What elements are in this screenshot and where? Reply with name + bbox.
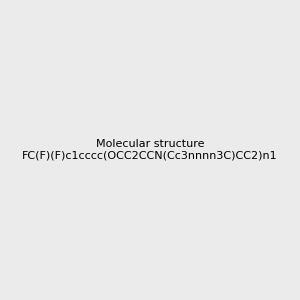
- Text: Molecular structure
FC(F)(F)c1cccc(OCC2CCN(Cc3nnnn3C)CC2)n1: Molecular structure FC(F)(F)c1cccc(OCC2C…: [22, 139, 278, 161]
